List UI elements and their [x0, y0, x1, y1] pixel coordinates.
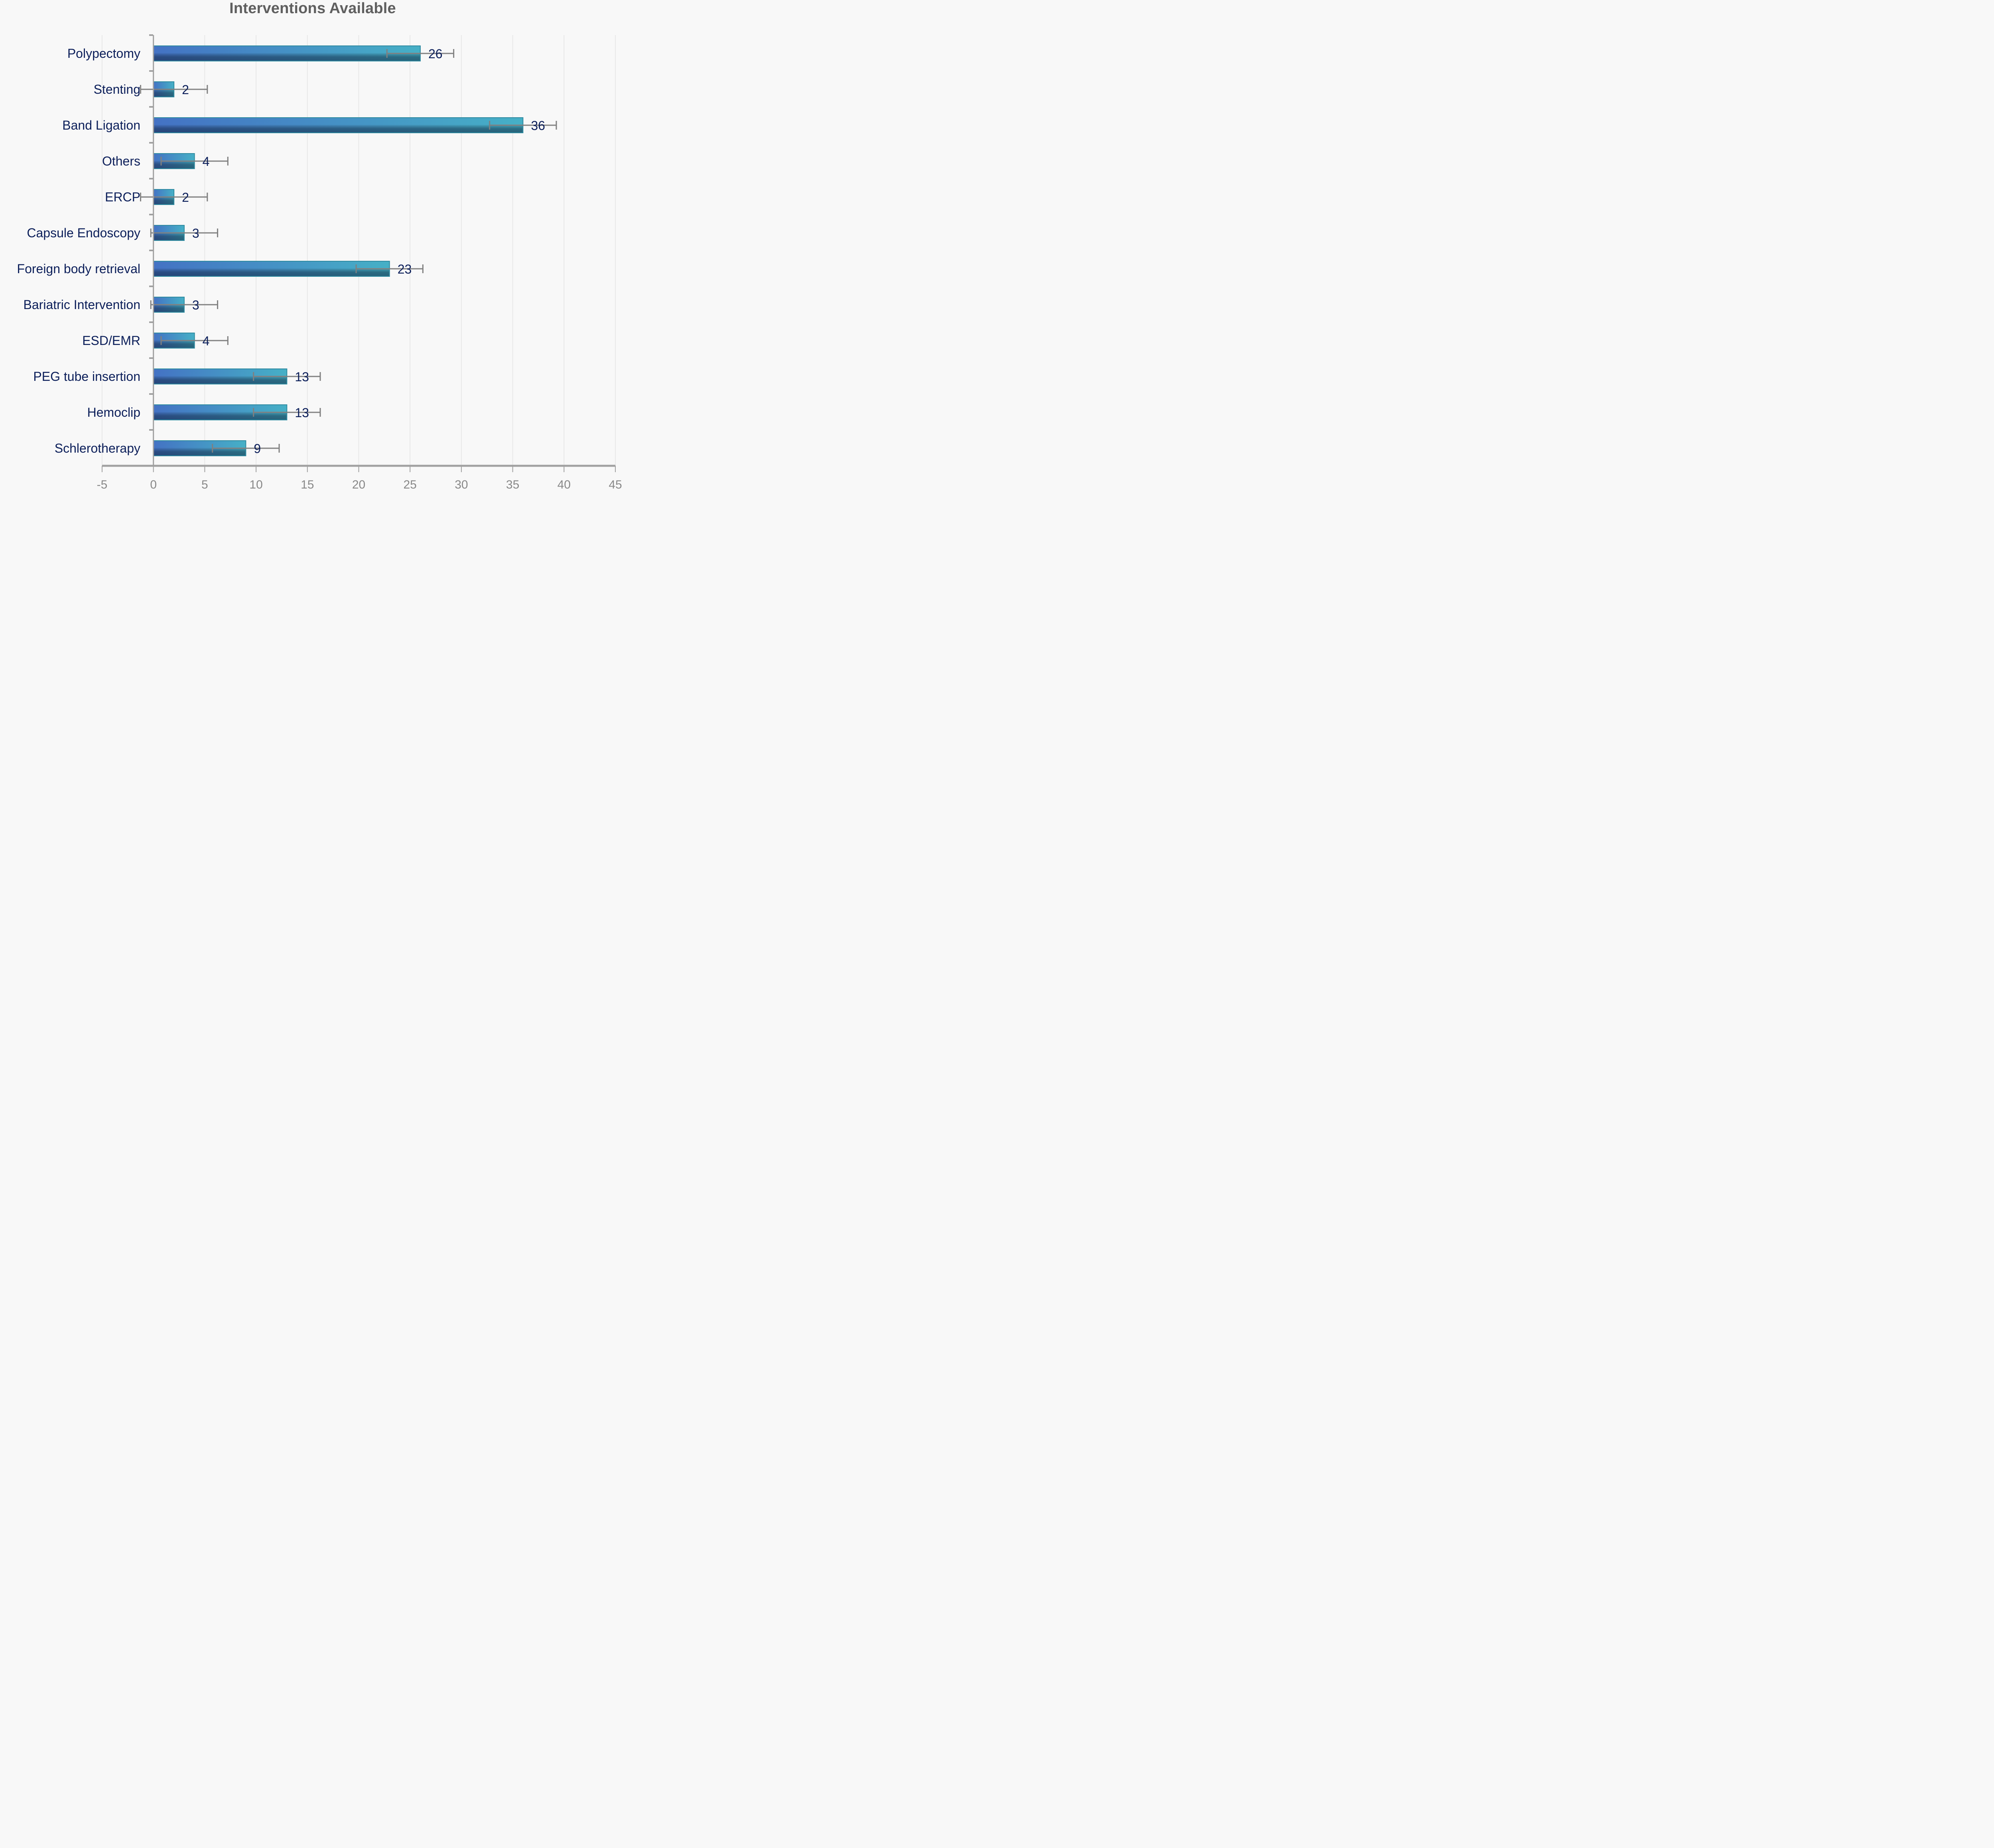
data-label: 9: [254, 441, 261, 456]
category-label: Stenting: [94, 82, 140, 97]
labels: -5 0 5 10 15 20 25 30 35 40 45 26 Polypectomy 2 Stenti…: [17, 46, 622, 491]
x-tick-label: 0: [150, 478, 157, 491]
axes: [102, 34, 616, 472]
x-tick-label: 35: [506, 478, 519, 491]
category-label: Bariatric Intervention: [24, 297, 140, 312]
data-label: 4: [203, 334, 210, 348]
data-label: 13: [295, 370, 309, 384]
category-label: Band Ligation: [62, 118, 140, 132]
bar-shading: [154, 46, 420, 61]
category-label: PEG tube insertion: [33, 369, 140, 384]
data-label: 3: [192, 298, 199, 312]
bar-chart: -5 0 5 10 15 20 25 30 35 40 45 26 Polypectomy 2 Stenti…: [17, 34, 622, 491]
category-label: Foreign body retrieval: [17, 262, 140, 276]
data-label: 36: [531, 118, 545, 133]
x-tick-label: 5: [201, 478, 208, 491]
x-tick-label: 20: [352, 478, 365, 491]
category-label: Hemoclip: [87, 405, 140, 420]
data-label: 23: [398, 262, 412, 276]
category-label: Schlerotherapy: [55, 441, 140, 455]
x-tick-label: 40: [558, 478, 571, 491]
data-label: 26: [428, 47, 443, 61]
bar-shading: [154, 118, 523, 132]
data-label: 13: [295, 406, 309, 420]
category-label: Polypectomy: [67, 46, 140, 61]
x-tick-label: 15: [301, 478, 314, 491]
data-label: 2: [182, 83, 189, 97]
data-label: 3: [192, 226, 199, 240]
x-tick-label: 30: [455, 478, 468, 491]
chart-title: Interventions Available: [229, 0, 396, 17]
data-label: 4: [203, 154, 210, 169]
grid-lines: [102, 35, 616, 466]
x-tick-label: 10: [249, 478, 262, 491]
x-tick-label: 25: [404, 478, 417, 491]
category-label: Others: [102, 154, 140, 168]
data-label: 2: [182, 190, 189, 205]
category-label: Capsule Endoscopy: [27, 226, 140, 240]
bars: [140, 45, 557, 456]
bar-shading: [154, 262, 389, 276]
category-label: ERCP: [105, 190, 140, 204]
x-tick-label: -5: [97, 478, 108, 491]
x-tick-label: 45: [609, 478, 622, 491]
category-label: ESD/EMR: [82, 333, 140, 348]
